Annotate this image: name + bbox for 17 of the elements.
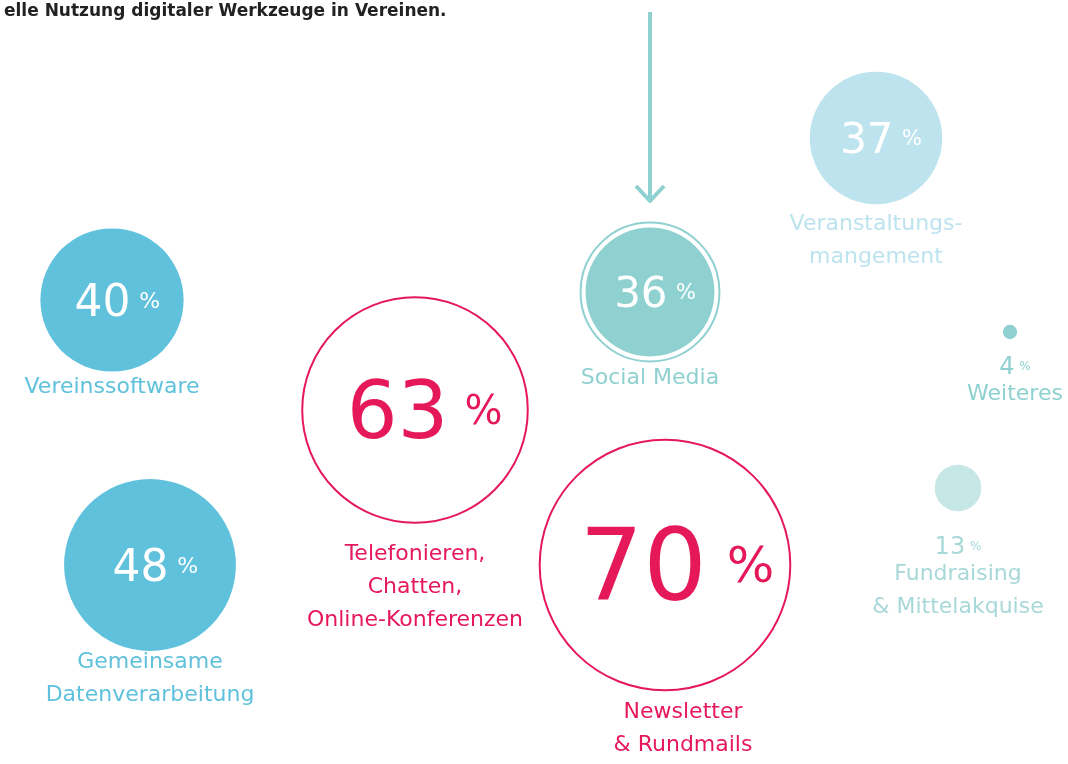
category-label: Weiteres — [967, 380, 1063, 405]
category-label: Gemeinsame Datenverarbeitung — [45, 648, 255, 706]
data-label: 13 % — [934, 532, 982, 560]
category-label: Veranstaltungs- mangement — [789, 210, 963, 268]
data-label: 4 % — [999, 352, 1031, 380]
category-label: Social Media — [580, 364, 720, 389]
category-label: Vereinssoftware — [24, 373, 200, 398]
text: elle Nutzung digitaler Werkzeuge in Vereinen. — [4, 0, 447, 20]
category-label: Fundraising & Mittelakquise — [872, 560, 1044, 618]
data-label: 36 % — [614, 267, 696, 317]
data-label: 70 % — [579, 506, 775, 624]
data-label: 40 % — [74, 274, 161, 326]
category-label: Newsletter & Rundmails — [613, 698, 753, 756]
category-label: Telefonieren, Chatten, Online-Konferenzen — [307, 540, 523, 631]
data-label: 63 % — [346, 363, 503, 457]
data-label: 37 % — [840, 113, 922, 163]
data-label: 48 % — [112, 539, 199, 591]
